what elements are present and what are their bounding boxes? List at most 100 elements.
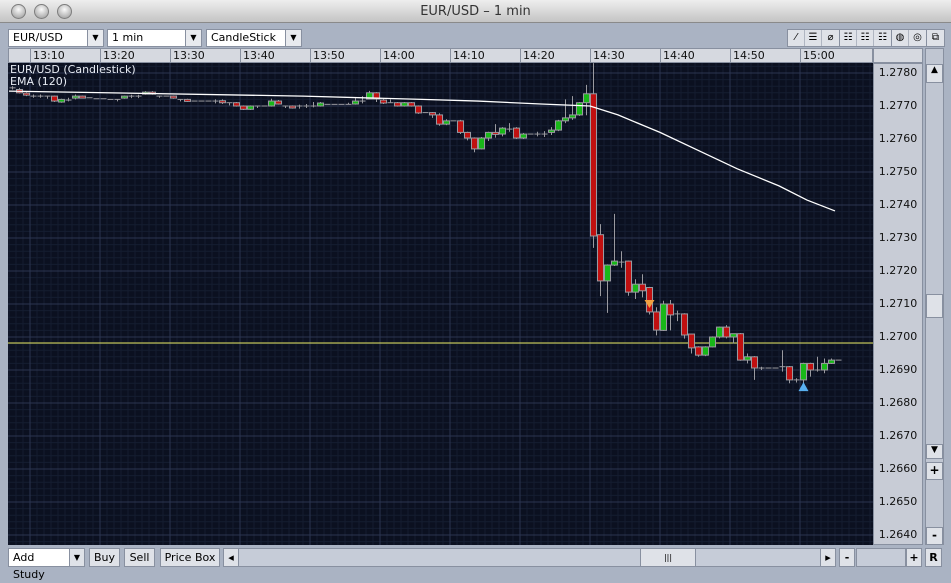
candle-up: [800, 362, 807, 381]
price-tick-label: 1.2740: [878, 198, 918, 211]
add-study-input[interactable]: Add Study: [8, 548, 70, 581]
candle-up: [499, 127, 506, 135]
scroll-right-button[interactable]: ▸: [820, 548, 836, 567]
candle-up: [520, 133, 527, 139]
candle-down: [723, 326, 730, 338]
reset-button[interactable]: R: [925, 548, 942, 567]
chevron-down-icon[interactable]: ▼: [87, 30, 103, 46]
grid-solid-icon[interactable]: ☷: [840, 30, 857, 46]
candle-up: [317, 102, 324, 107]
candle-up: [821, 362, 828, 371]
detach-button[interactable]: ⧉: [926, 29, 945, 47]
grid-dashed-icon[interactable]: ☷: [857, 30, 874, 46]
buy-marker-icon: [798, 382, 809, 392]
grid-tools: ☷ ☷ ☷: [839, 29, 892, 47]
candle-up: [443, 120, 450, 125]
price-tick-label: 1.2680: [878, 396, 918, 409]
horizontal-scrollbar[interactable]: [223, 548, 836, 567]
price-tick-label: 1.2670: [878, 429, 918, 442]
color-scheme-pattern-icon[interactable]: ◎: [913, 32, 922, 43]
candle-up: [632, 283, 639, 293]
symbol-select[interactable]: EUR/USD ▼: [8, 29, 104, 47]
color-tools: ◍ ◎: [891, 29, 927, 47]
zoom-out-button[interactable]: -: [839, 548, 855, 567]
candle-up: [583, 93, 590, 104]
vertical-zoom-out-button[interactable]: -: [926, 527, 943, 545]
candle-down: [737, 333, 744, 361]
candle-up: [401, 102, 408, 107]
candle-up: [744, 356, 751, 361]
scroll-up-button[interactable]: ▲: [926, 64, 943, 83]
price-chart[interactable]: [8, 63, 873, 545]
title-bar: EUR/USD – 1 min: [0, 0, 951, 23]
price-tick-label: 1.2690: [878, 363, 918, 376]
zoom-slider[interactable]: [856, 548, 906, 567]
candle-down: [219, 100, 226, 104]
candle-down: [23, 92, 30, 96]
candle-down: [751, 356, 758, 369]
candle-down: [464, 131, 471, 139]
study-legend: EMA (120): [10, 75, 68, 88]
candle-down: [373, 92, 380, 100]
minimize-window-button[interactable]: [34, 4, 49, 19]
interval-select[interactable]: 1 min ▼: [107, 29, 202, 47]
candle-up: [548, 129, 555, 133]
ema-line: [8, 90, 836, 212]
close-window-button[interactable]: [11, 4, 26, 19]
price-tick-label: 1.2700: [878, 330, 918, 343]
candle-down: [184, 98, 191, 102]
vertical-zoom-in-button[interactable]: +: [926, 462, 943, 480]
candle-down: [695, 346, 702, 356]
vertical-scrollbar[interactable]: ▲ ▼ + -: [925, 48, 944, 545]
zoom-in-button[interactable]: +: [906, 548, 922, 567]
grid-dotted-icon[interactable]: ☷: [878, 32, 887, 43]
candle-up: [366, 92, 373, 100]
candle-down: [415, 105, 422, 114]
vertical-scroll-thumb[interactable]: [926, 294, 943, 318]
candle-up: [660, 303, 667, 331]
candle-down: [646, 287, 653, 313]
candle-down: [79, 95, 86, 99]
buy-button[interactable]: Buy: [89, 548, 120, 567]
time-axis: 13:10 13:20 13:30 13:40 13:50 14:00 14:10 14:20…: [8, 48, 873, 63]
candle-down: [681, 313, 688, 336]
candle-down: [275, 100, 282, 105]
candle-down: [170, 95, 177, 99]
candle-up: [562, 117, 569, 122]
candle-down: [408, 102, 415, 107]
candle-down: [429, 112, 436, 116]
candle-down: [597, 234, 604, 282]
line-tool-icon[interactable]: ⁄: [788, 30, 805, 46]
add-study-dropdown[interactable]: ▼: [69, 548, 85, 567]
window-title: EUR/USD – 1 min: [420, 4, 531, 19]
candle-down: [492, 131, 499, 135]
time-tick-label: 14:40: [660, 49, 695, 62]
horizontal-scroll-thumb[interactable]: |||: [640, 548, 696, 567]
candle-down: [471, 137, 478, 150]
no-draw-icon[interactable]: ⌀: [827, 32, 834, 43]
horizontal-line-tool-icon[interactable]: ☰: [805, 30, 822, 46]
candle-down: [807, 362, 814, 371]
price-tick-label: 1.2710: [878, 297, 918, 310]
candle-up: [828, 359, 835, 364]
zoom-window-button[interactable]: [57, 4, 72, 19]
time-tick-label: 15:00: [800, 49, 835, 62]
time-tick-label: 14:50: [730, 49, 765, 62]
price-tick-label: 1.2750: [878, 165, 918, 178]
chevron-down-icon[interactable]: ▼: [185, 30, 201, 46]
color-scheme-dark-icon[interactable]: ◍: [892, 30, 909, 46]
scroll-left-button[interactable]: ◂: [223, 548, 239, 567]
sell-button[interactable]: Sell: [124, 548, 155, 567]
candle-down: [653, 311, 660, 331]
time-tick-label: 13:50: [310, 49, 345, 62]
candle-down: [51, 95, 58, 102]
chart-type-select[interactable]: CandleStick ▼: [206, 29, 302, 47]
axis-corner: [873, 48, 923, 63]
candle-down: [233, 102, 240, 107]
scroll-down-button[interactable]: ▼: [926, 444, 943, 459]
chevron-down-icon[interactable]: ▼: [285, 30, 301, 46]
candle-down: [457, 120, 464, 133]
candle-up: [611, 260, 618, 266]
price-box-button[interactable]: Price Box: [160, 548, 220, 567]
drawing-tools: ⁄ ☰ ⌀: [787, 29, 840, 47]
